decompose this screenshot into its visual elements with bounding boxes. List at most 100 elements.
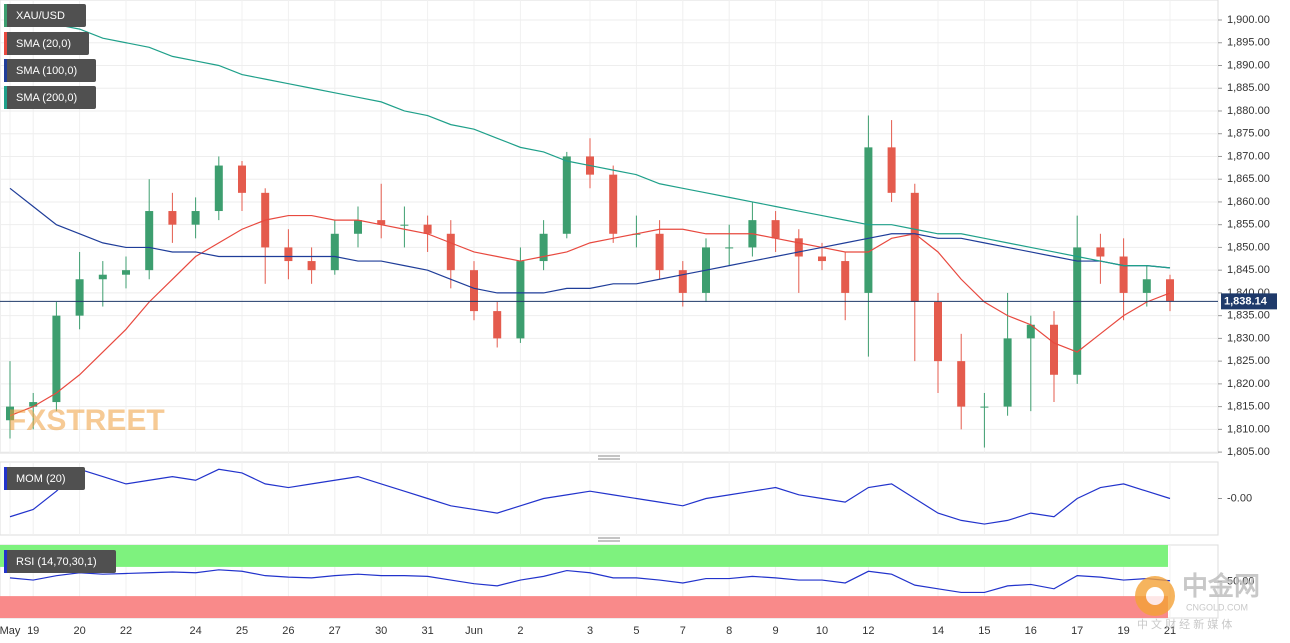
- candle-body: [887, 147, 896, 193]
- line: [9, 569, 1171, 594]
- candle-body: [516, 261, 525, 339]
- candle-body: [168, 211, 177, 225]
- candle-body: [330, 233, 339, 271]
- y-tick-label: 1,880.00: [1227, 105, 1270, 117]
- legend-item[interactable]: MOM (20): [4, 467, 85, 490]
- candle-body: [1096, 247, 1105, 257]
- x-tick-label: 26: [282, 625, 294, 637]
- candle-body: [377, 220, 386, 225]
- candle-body: [864, 147, 873, 293]
- candle-body: [934, 302, 942, 362]
- line: [9, 187, 1171, 294]
- legend-label: SMA (100,0): [16, 65, 77, 77]
- separator[interactable]: [598, 537, 620, 542]
- candle-body: [1003, 338, 1012, 407]
- candle-body: [423, 224, 432, 234]
- x-tick-label: May: [0, 625, 21, 637]
- x-tick-label: 30: [375, 625, 387, 637]
- site-url: CNGOLD.COM: [1186, 602, 1248, 612]
- y-tick-label: 1,885.00: [1227, 82, 1270, 94]
- x-tick-label: 25: [236, 625, 248, 637]
- x-tick-label: 5: [633, 625, 639, 637]
- mom-panel: [0, 461, 1219, 536]
- x-tick-label: 10: [816, 625, 828, 637]
- legend-swatch: [4, 4, 7, 27]
- y-tick-label: 1,855.00: [1227, 219, 1270, 231]
- candle-body: [957, 361, 966, 407]
- legend-item[interactable]: XAU/USD: [4, 4, 86, 27]
- candle-body: [1073, 247, 1082, 375]
- candle-body: [98, 274, 107, 280]
- legend-item[interactable]: RSI (14,70,30,1): [4, 550, 116, 573]
- legend-item[interactable]: SMA (200,0): [4, 86, 96, 109]
- oversold-band: [0, 596, 1168, 618]
- legend-swatch: [4, 59, 7, 82]
- legend-item[interactable]: SMA (100,0): [4, 59, 96, 82]
- y-tick-label: 1,890.00: [1227, 59, 1270, 71]
- candle-body: [191, 211, 200, 225]
- legend-box: [4, 86, 96, 109]
- candle-body: [841, 261, 850, 293]
- separator[interactable]: [598, 455, 620, 460]
- x-tick-label: 19: [27, 625, 39, 637]
- x-tick-label: 3: [587, 625, 593, 637]
- x-tick-label: 27: [329, 625, 341, 637]
- candle-body: [609, 174, 618, 234]
- candle-body: [238, 165, 246, 193]
- y-tick-label: -0.00: [1227, 492, 1252, 504]
- legend-item[interactable]: SMA (20,0): [4, 32, 89, 55]
- y-tick-label: 1,820.00: [1227, 378, 1270, 390]
- x-tick-label: 19: [1117, 625, 1129, 637]
- y-tick-label: 1,860.00: [1227, 196, 1270, 208]
- y-tick-label: 1,815.00: [1227, 401, 1270, 413]
- x-tick-label: 8: [726, 625, 732, 637]
- candle-body: [52, 315, 61, 403]
- x-tick-label: 12: [862, 625, 874, 637]
- candle-body: [214, 165, 223, 212]
- candle-body: [354, 220, 362, 234]
- legend-box: [4, 4, 86, 27]
- legend-box: [4, 32, 89, 55]
- x-tick-label: 15: [978, 625, 990, 637]
- y-tick-label: 1,870.00: [1227, 150, 1270, 162]
- legend-label: XAU/USD: [16, 10, 65, 22]
- main-panel: [0, 0, 1219, 454]
- candle-body: [539, 233, 548, 262]
- site-tagline: 中 文 财 经 新 媒 体: [1137, 617, 1232, 631]
- line: [9, 214, 1171, 417]
- candle-body: [1026, 324, 1035, 339]
- y-tick-label: 1,825.00: [1227, 355, 1270, 367]
- candle-body: [771, 220, 780, 239]
- logo: [1146, 587, 1164, 605]
- candle-body: [122, 270, 130, 275]
- candle-body: [6, 406, 14, 421]
- y-tick-label: 1,850.00: [1227, 241, 1270, 253]
- x-tick-label: 20: [73, 625, 85, 637]
- cngold-watermark: 中金网 CNGOLD.COM 中 文 财 经 新 媒 体: [1135, 571, 1260, 631]
- legend-label: MOM (20): [16, 473, 66, 485]
- x-tick-label: 17: [1071, 625, 1083, 637]
- candle-body: [1142, 279, 1151, 293]
- legend-box: [4, 59, 96, 82]
- y-tick-label: 1,805.00: [1227, 446, 1270, 458]
- legend-swatch: [4, 32, 7, 55]
- price-tag: [1221, 293, 1277, 310]
- candle-body: [307, 261, 316, 271]
- candle-body: [446, 233, 455, 271]
- x-tick-label: 16: [1025, 625, 1037, 637]
- candle-body: [1119, 256, 1128, 293]
- x-tick-label: 22: [120, 625, 132, 637]
- y-tick-label: 50.00: [1227, 575, 1255, 587]
- legend-swatch: [4, 467, 7, 490]
- candle-body: [493, 311, 502, 339]
- candle-body: [678, 270, 687, 293]
- y-tick-label: 1,865.00: [1227, 173, 1270, 185]
- y-tick-label: 1,895.00: [1227, 37, 1270, 49]
- candle-body: [1050, 324, 1058, 375]
- candle-body: [794, 238, 803, 257]
- legend-box: [4, 550, 116, 573]
- candle-body: [655, 233, 664, 271]
- y-tick-label: 1,900.00: [1227, 14, 1270, 26]
- candle-body: [29, 402, 38, 407]
- candle-body: [562, 156, 571, 234]
